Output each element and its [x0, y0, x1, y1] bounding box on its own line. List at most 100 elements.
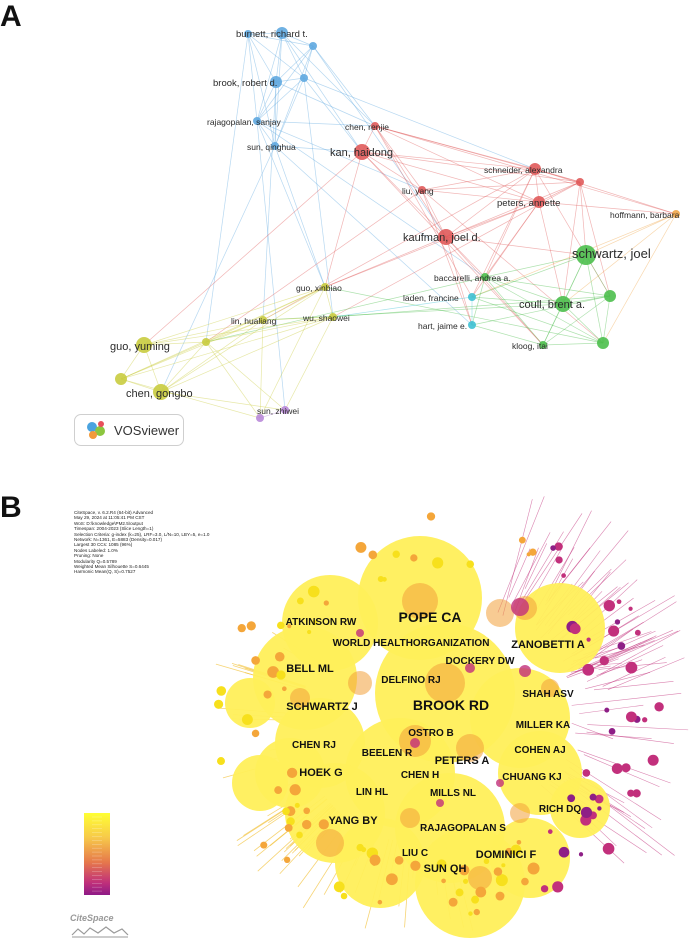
author-label: kan, haidong: [330, 147, 393, 159]
network-edge: [303, 45, 314, 79]
network-edge: [205, 189, 423, 343]
author-label: lin, hualiang: [231, 316, 277, 326]
network-edge: [602, 295, 611, 344]
cited-author-label: BELL ML: [286, 663, 334, 675]
network-edge: [256, 32, 283, 122]
network-edge: [143, 151, 363, 346]
network-edge: [324, 201, 540, 288]
author-label: liu, yang: [402, 186, 434, 196]
cs-node: [246, 621, 256, 631]
cs-edge: [607, 657, 685, 690]
cs-node: [518, 536, 526, 544]
cs-node: [436, 799, 444, 807]
network-edge: [361, 151, 423, 191]
cs-node: [468, 911, 473, 916]
cs-node: [471, 895, 480, 904]
network-node: [468, 293, 476, 301]
cs-node: [260, 841, 268, 849]
network-edge: [484, 276, 611, 297]
cs-node: [287, 624, 292, 629]
cs-edge: [600, 630, 681, 675]
cs-labels: POPE CA ATKINSON RW WORLD HEALTHORGANIZATI…: [286, 609, 585, 875]
cs-node: [459, 864, 470, 876]
network-edge: [361, 151, 447, 238]
vosviewer-logo-text: VOSviewer: [114, 422, 180, 438]
cited-author-label: RAJAGOPALAN S: [420, 823, 506, 834]
cs-node: [356, 629, 364, 637]
cs-node: [627, 789, 635, 797]
citespace-info-line: Nodes Labeled: 1.0%: [74, 547, 118, 553]
cs-node: [286, 817, 295, 826]
cs-node: [274, 786, 283, 795]
network-edge: [274, 45, 314, 147]
network-node: [321, 283, 329, 291]
cs-node: [318, 819, 329, 830]
cs-node: [323, 600, 329, 606]
legend-ticks: [92, 816, 102, 892]
network-edge: [562, 303, 604, 344]
network-edge: [534, 168, 611, 297]
network-edge: [471, 324, 544, 346]
cluster-halo: [335, 818, 425, 908]
network-edge: [275, 32, 283, 83]
cs-node: [465, 663, 475, 673]
cs-node: [611, 763, 623, 774]
cs-node: [214, 699, 224, 709]
network-edge: [579, 181, 587, 256]
cluster-core: [510, 803, 530, 823]
cs-node: [455, 888, 464, 897]
cs-node: [642, 717, 648, 723]
cs-node: [616, 599, 622, 605]
network-edge: [361, 151, 544, 346]
network-edge: [538, 201, 677, 215]
network-edge: [274, 145, 473, 326]
network-edge: [247, 33, 277, 83]
network-edge: [324, 286, 334, 318]
network-edge: [538, 201, 564, 305]
network-edge: [262, 168, 536, 321]
network-node: [271, 142, 279, 150]
cs-node: [410, 860, 421, 871]
network-node: [276, 27, 288, 39]
cs-node: [567, 794, 576, 803]
network-edge: [324, 151, 363, 288]
network-node: [256, 414, 264, 422]
author-label: hart, jaime e.: [418, 321, 467, 331]
network-edge: [262, 316, 334, 321]
vosviewer-logo: VOSviewer: [74, 414, 184, 446]
cs-edge: [593, 681, 674, 691]
network-edge: [160, 316, 334, 393]
cluster-halo: [490, 818, 570, 898]
network-edge: [445, 168, 536, 238]
author-label: brook, robert d.: [213, 78, 277, 89]
cited-author-label: SUN QH: [424, 863, 467, 875]
cs-edge: [569, 767, 653, 829]
citespace-info-line: Harmonic Mean(Q, S)=0.7527: [74, 569, 136, 575]
cluster-core: [486, 599, 514, 627]
cited-author-label: DELFINO RJ: [381, 675, 440, 686]
network-edge: [484, 276, 604, 344]
author-label: chen, renjie: [345, 122, 389, 132]
network-edge: [247, 33, 276, 147]
network-edge: [538, 181, 581, 203]
network-edge: [247, 33, 314, 47]
network-edge: [275, 45, 314, 83]
network-edge: [421, 181, 581, 191]
network-edge: [284, 316, 334, 411]
network-edge: [281, 32, 363, 153]
network-edge: [374, 125, 473, 298]
cs-node: [608, 625, 620, 637]
cs-node: [296, 831, 303, 839]
coauthorship-network: burnett, richard t. brook, robert d. rajag…: [110, 27, 680, 422]
network-edge: [120, 286, 326, 380]
cs-node: [216, 686, 227, 696]
citespace-info-line: Pruning: None: [74, 553, 104, 559]
cs-node: [547, 829, 553, 834]
network-edge: [274, 145, 326, 288]
network-edge: [205, 286, 326, 343]
cluster-core: [402, 583, 438, 619]
network-edge: [205, 341, 286, 411]
network-edge: [256, 120, 276, 147]
cluster-core: [400, 808, 420, 828]
